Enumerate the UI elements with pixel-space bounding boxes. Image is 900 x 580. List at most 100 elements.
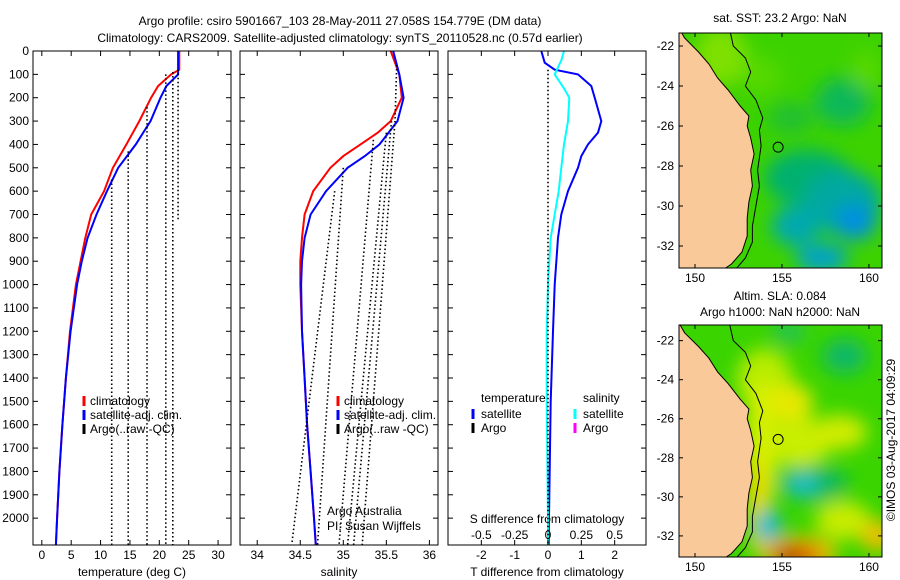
isobath-contour [729,33,764,268]
sst-map-lat-label: -26 [657,119,675,133]
profile-location-marker [772,141,784,153]
temperature-xtick-label: 15 [123,548,137,562]
depth-tick-label: 700 [9,207,29,221]
figure-title-line2: Climatology: CARS2009. Satellite-adjuste… [97,31,582,45]
field-patch [860,520,882,552]
depth-tick-label: 800 [9,231,29,245]
sla-map-lat-label: -24 [657,373,675,387]
sst-map-axes-box [678,32,883,269]
sla-map-lon-label: 160 [859,560,879,574]
salinity-series-argo-6 [290,191,336,545]
temperature-xtick-label: 25 [182,548,196,562]
salinity-xtick-label: 36 [423,548,437,562]
salinity-series-climatology [299,51,403,545]
depth-tick-label: 200 [9,91,29,105]
figure-title-line1: Argo profile: csiro 5901667_103 28-May-2… [139,14,542,28]
depth-tick-label: 1000 [2,278,29,292]
legend-label-salinity: satellite-adj. clim. [344,408,436,422]
sla-map-lat-label: -32 [657,529,675,543]
s-diff-tick-label: -0.25 [501,528,529,542]
field-patch [815,500,871,540]
sla-map-lat-label: -30 [657,490,675,504]
sst-map-lat-label: -22 [657,39,675,53]
annotation-argo-australia: Argo Australia [327,504,402,518]
difference-axes-box [447,50,647,546]
temperature-xtick-label: 20 [153,548,167,562]
salinity-plot-area [290,51,405,545]
difference-xtick-label: -1 [509,548,520,562]
s-diff-tick-label: 0.5 [606,528,623,542]
depth-tick-label: 900 [9,254,29,268]
temperature-xlabel: temperature (deg C) [78,565,186,579]
sla-map-lat-label: -28 [657,451,675,465]
difference-xtick-label: 0 [545,548,552,562]
depth-tick-label: 100 [9,67,29,81]
salinity-xtick-label: 34.5 [289,548,313,562]
sla-map-field [736,325,882,557]
sla-map-lon-label: 150 [685,560,705,574]
sst-map-lon-label: 155 [772,271,792,285]
temperature-xtick-label: 10 [94,548,108,562]
temperature-plot-area [54,51,181,545]
field-patch [759,516,774,536]
depth-tick-label: 500 [9,161,29,175]
salinity-series-argo-4 [338,139,375,545]
sla-map-area [679,325,882,557]
sla-map-lat-label: -26 [657,412,675,426]
salinity-series-satellite-adj-clim- [300,51,405,545]
legend-label-diff: Argo [481,421,507,435]
depth-tick-label: 1800 [2,464,29,478]
legend-label-temperature: satellite-adj. clim. [90,408,182,422]
temperature-series-satellite-adj-clim- [54,51,180,545]
temperature-axes-box [32,50,232,546]
sla-map-title-line2: Argo h1000: NaN h2000: NaN [700,305,860,319]
imos-stamp: ©IMOS 03-Aug-2017 04:09:29 [884,359,898,522]
difference-xtick-label: 1 [578,548,585,562]
legend-label-temperature: Argo(..raw -QC) [90,422,175,436]
legend-label-diff: Argo [583,421,609,435]
field-patch [811,414,868,450]
field-patch [795,244,849,268]
legend-label-salinity: climatology [344,394,404,408]
sla-map-lat-label: -22 [657,334,675,348]
field-patch [740,56,782,96]
t-diff-xlabel: T difference from climatology [470,565,624,579]
s-diff-tick-label: -0.5 [471,528,492,542]
depth-tick-label: 1200 [2,324,29,338]
depth-tick-label: 400 [9,137,29,151]
sst-map-area [679,33,882,268]
land-australia [679,33,755,268]
temperature-xtick-label: 0 [38,548,45,562]
plot-layer: 0 5 10 15 20 25 300100200300400500600700800900… [2,32,883,574]
temperature-xtick-label: 5 [68,548,75,562]
depth-tick-label: 1600 [2,418,29,432]
depth-tick-label: 1400 [2,371,29,385]
field-patch [771,206,821,246]
field-patch [821,338,868,374]
salinity-series-argo-3 [346,132,388,545]
depth-tick-label: 300 [9,114,29,128]
sst-map-lat-label: -30 [657,199,675,213]
legend-header-temperature: temperature [481,391,546,405]
s-diff-xlabel: S difference from climatology [470,512,625,526]
sst-map-title: sat. SST: 23.2 Argo: NaN [713,11,846,25]
difference-series-t-satellite [540,51,603,545]
depth-tick-label: 1100 [3,301,29,315]
difference-series-s-satellite [545,51,571,545]
depth-tick-label: 600 [9,184,29,198]
sla-map-axes-box [678,324,883,558]
field-patch [815,78,871,126]
legend-label-diff: satellite [481,407,522,421]
sst-map-lon-label: 160 [859,271,879,285]
depth-tick-label: 1300 [2,348,29,362]
s-diff-tick-label: 0.25 [570,528,594,542]
field-patch [834,204,876,240]
salinity-axes-box [239,50,439,546]
legend-label-temperature: climatology [90,394,150,408]
depth-tick-label: 1500 [2,394,29,408]
sst-map-lat-label: -28 [657,159,675,173]
salinity-xtick-label: 35 [337,548,351,562]
field-patch [768,102,814,134]
salinity-series-argo-1 [361,64,398,545]
difference-plot-area [540,51,603,545]
